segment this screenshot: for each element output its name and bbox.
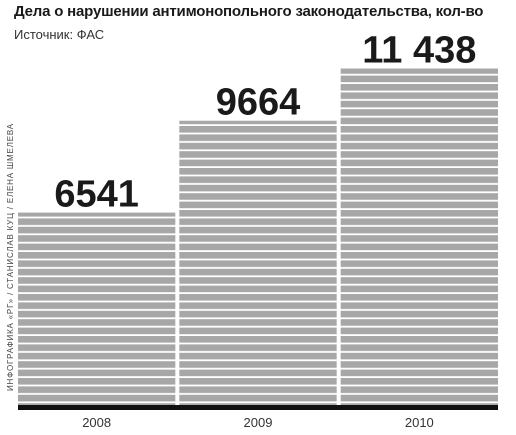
bar-2008 xyxy=(18,212,176,405)
x-tick-label-2009: 2009 xyxy=(244,415,273,430)
x-tick-label-2008: 2008 xyxy=(82,415,111,430)
value-label-2008: 6541 xyxy=(54,174,139,216)
value-label-2010: 11 438 xyxy=(362,30,476,72)
bar-2010 xyxy=(340,68,498,405)
x-axis-baseline xyxy=(18,405,498,410)
bar-2009 xyxy=(179,120,337,405)
chart-source: Источник: ФАС xyxy=(14,27,105,42)
value-label-2009: 9664 xyxy=(216,82,301,124)
chart-title: Дела о нарушении антимонопольного законо… xyxy=(14,3,484,20)
x-tick-label-2010: 2010 xyxy=(405,415,434,430)
